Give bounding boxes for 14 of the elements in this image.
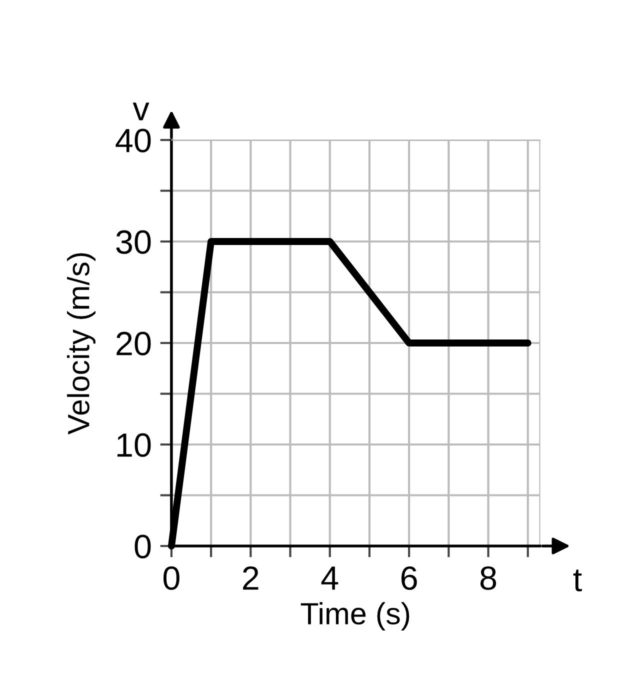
x-tick-label: 0 <box>163 566 180 590</box>
x-tick-label: 6 <box>401 566 417 590</box>
y-tick-label: 40 <box>116 128 151 152</box>
y-tick-label: 10 <box>117 433 151 457</box>
text: t <box>573 570 582 592</box>
x-tick-label: 2 <box>243 566 258 590</box>
y-axis-title: Velocity (m/s) <box>67 253 96 435</box>
y-tick-label: 0 <box>134 534 151 558</box>
y-tick-label: 20 <box>116 332 151 356</box>
y-tick-label: 30 <box>116 230 151 254</box>
x-tick-label: 8 <box>480 566 496 590</box>
text: v <box>132 102 150 120</box>
x-tick-label: 4 <box>321 566 338 590</box>
x-axis-title: Time (s) <box>300 602 410 631</box>
